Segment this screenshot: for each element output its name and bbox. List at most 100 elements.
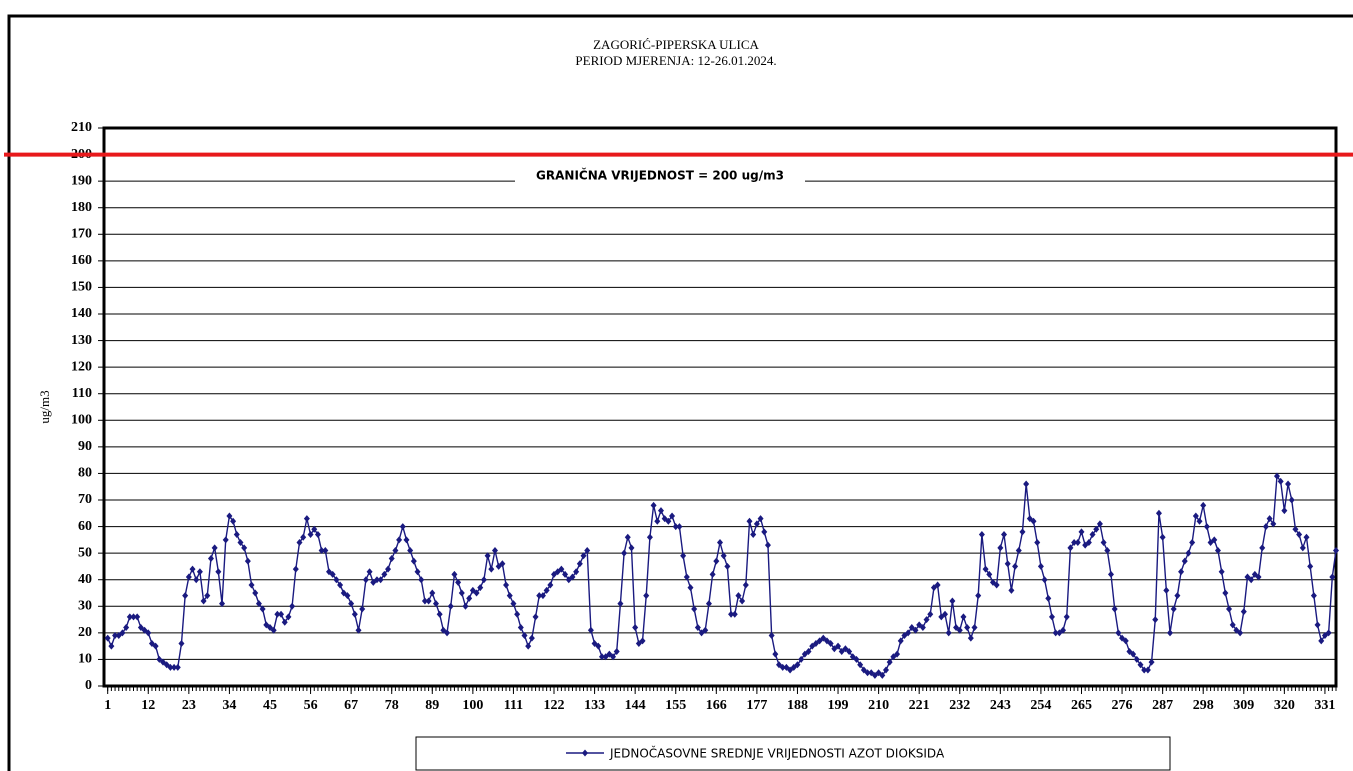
data-point — [978, 531, 985, 539]
x-tick-label: 188 — [787, 698, 808, 713]
x-tick-label: 12 — [141, 698, 155, 713]
data-point — [1012, 562, 1019, 570]
data-point — [724, 562, 731, 570]
data-point — [1071, 539, 1078, 547]
data-point — [432, 600, 439, 608]
data-point — [373, 576, 380, 584]
data-point — [1226, 605, 1233, 613]
y-tick-label: 170 — [71, 227, 92, 242]
data-point — [126, 613, 133, 621]
data-point — [949, 597, 956, 605]
data-point — [646, 533, 653, 541]
data-point — [196, 568, 203, 576]
data-point — [381, 570, 388, 578]
data-point — [643, 592, 650, 600]
x-tick-label: 254 — [1030, 698, 1051, 713]
x-tick-label: 1 — [104, 698, 111, 713]
x-tick-label: 111 — [504, 698, 523, 713]
data-point — [805, 647, 812, 655]
data-point — [314, 531, 321, 539]
data-point — [731, 610, 738, 618]
data-point — [835, 642, 842, 650]
data-point — [289, 602, 296, 610]
y-tick-label: 100 — [71, 413, 92, 428]
data-point — [123, 624, 130, 632]
data-point — [1137, 661, 1144, 669]
data-point — [1155, 509, 1162, 517]
data-point — [1248, 576, 1255, 584]
data-point — [1004, 560, 1011, 568]
data-point — [1048, 613, 1055, 621]
data-point — [960, 613, 967, 621]
data-point — [396, 536, 403, 544]
data-point — [1299, 544, 1306, 552]
data-point — [1262, 523, 1269, 531]
data-point — [764, 541, 771, 549]
data-point — [241, 544, 248, 552]
data-point — [1093, 525, 1100, 533]
data-point — [1240, 608, 1247, 616]
data-point — [506, 592, 513, 600]
data-point — [1141, 666, 1148, 674]
threshold-label-bg — [515, 179, 805, 184]
data-point — [444, 629, 451, 637]
data-point — [1281, 507, 1288, 515]
y-tick-label: 90 — [78, 439, 92, 454]
data-point — [573, 568, 580, 576]
x-tick-label: 210 — [868, 698, 889, 713]
data-point — [248, 581, 255, 589]
data-point — [1259, 544, 1266, 552]
data-point — [1181, 557, 1188, 565]
data-point — [230, 517, 237, 525]
data-point — [244, 557, 251, 565]
data-point — [1152, 616, 1159, 624]
data-point — [366, 568, 373, 576]
data-point — [1019, 528, 1026, 536]
data-point — [757, 515, 764, 523]
data-point — [1196, 517, 1203, 525]
data-point — [1030, 517, 1037, 525]
data-point — [547, 581, 554, 589]
data-point — [477, 584, 484, 592]
data-point — [905, 629, 912, 637]
data-point — [418, 576, 425, 584]
data-point — [975, 592, 982, 600]
data-point — [1285, 480, 1292, 488]
x-tick-label: 56 — [304, 698, 318, 713]
data-point — [669, 512, 676, 520]
data-point — [178, 639, 185, 647]
x-tick-label: 298 — [1193, 698, 1214, 713]
data-point — [300, 533, 307, 541]
data-point — [377, 576, 384, 584]
data-point — [388, 554, 395, 562]
data-point — [720, 552, 727, 560]
data-point — [1130, 650, 1137, 658]
data-point — [1045, 594, 1052, 602]
y-tick-label: 20 — [78, 625, 92, 640]
x-tick-label: 309 — [1233, 698, 1254, 713]
data-point — [1214, 546, 1221, 554]
x-tick-label: 45 — [263, 698, 277, 713]
data-point — [233, 531, 240, 539]
data-point — [717, 539, 723, 547]
data-point — [587, 626, 594, 634]
data-point — [252, 589, 259, 597]
y-tick-label: 30 — [78, 599, 92, 614]
data-point — [654, 517, 661, 525]
data-point — [119, 629, 126, 637]
data-point — [657, 507, 664, 515]
data-point — [182, 592, 189, 600]
data-point — [672, 523, 679, 531]
data-point — [1100, 539, 1107, 547]
data-point — [303, 515, 310, 523]
data-point — [1015, 546, 1022, 554]
data-point — [145, 629, 152, 637]
data-point — [473, 589, 480, 597]
page-frame — [7, 14, 1353, 771]
data-point — [827, 639, 834, 647]
y-tick-label: 150 — [71, 280, 92, 295]
data-point — [355, 626, 362, 634]
data-point — [488, 565, 495, 573]
x-tick-label: 232 — [949, 698, 970, 713]
legend-box — [415, 736, 1171, 771]
